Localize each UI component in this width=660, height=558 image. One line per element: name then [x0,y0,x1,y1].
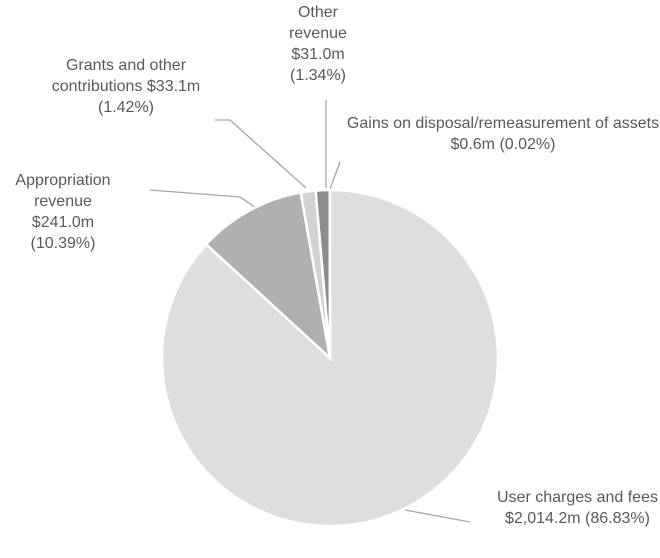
pie-slice [204,191,332,362]
category-name: Other revenue [289,4,347,42]
data-label: Gains on disposal/remeasurement of asset… [342,113,660,155]
leader-line [404,509,471,523]
value-label: $0.6m (0.02%) [450,136,556,153]
value-label: $33.1m (1.42%) [97,78,201,116]
value-label: $31.0m (1.34%) [289,46,347,84]
category-name: Gains on disposal/remeasurement of asset… [346,115,660,132]
category-name: User charges and fees [497,489,658,506]
category-name: Appropriation revenue [15,172,111,210]
leader-line [329,161,341,190]
leader-line [215,119,307,189]
data-label: Other revenue $31.0m (1.34%) [278,2,358,86]
leader-line [149,189,257,209]
data-label: Grants and other contributions $33.1m (1… [35,55,217,118]
data-label: Appropriation revenue $241.0m (10.39%) [8,170,118,254]
value-label: $241.0m (10.39%) [30,214,96,252]
value-label: $2,014.2m (86.83%) [505,510,650,527]
data-label: User charges and fees $2,014.2m (86.83%) [490,487,660,529]
category-name: Grants and other contributions [51,57,187,95]
